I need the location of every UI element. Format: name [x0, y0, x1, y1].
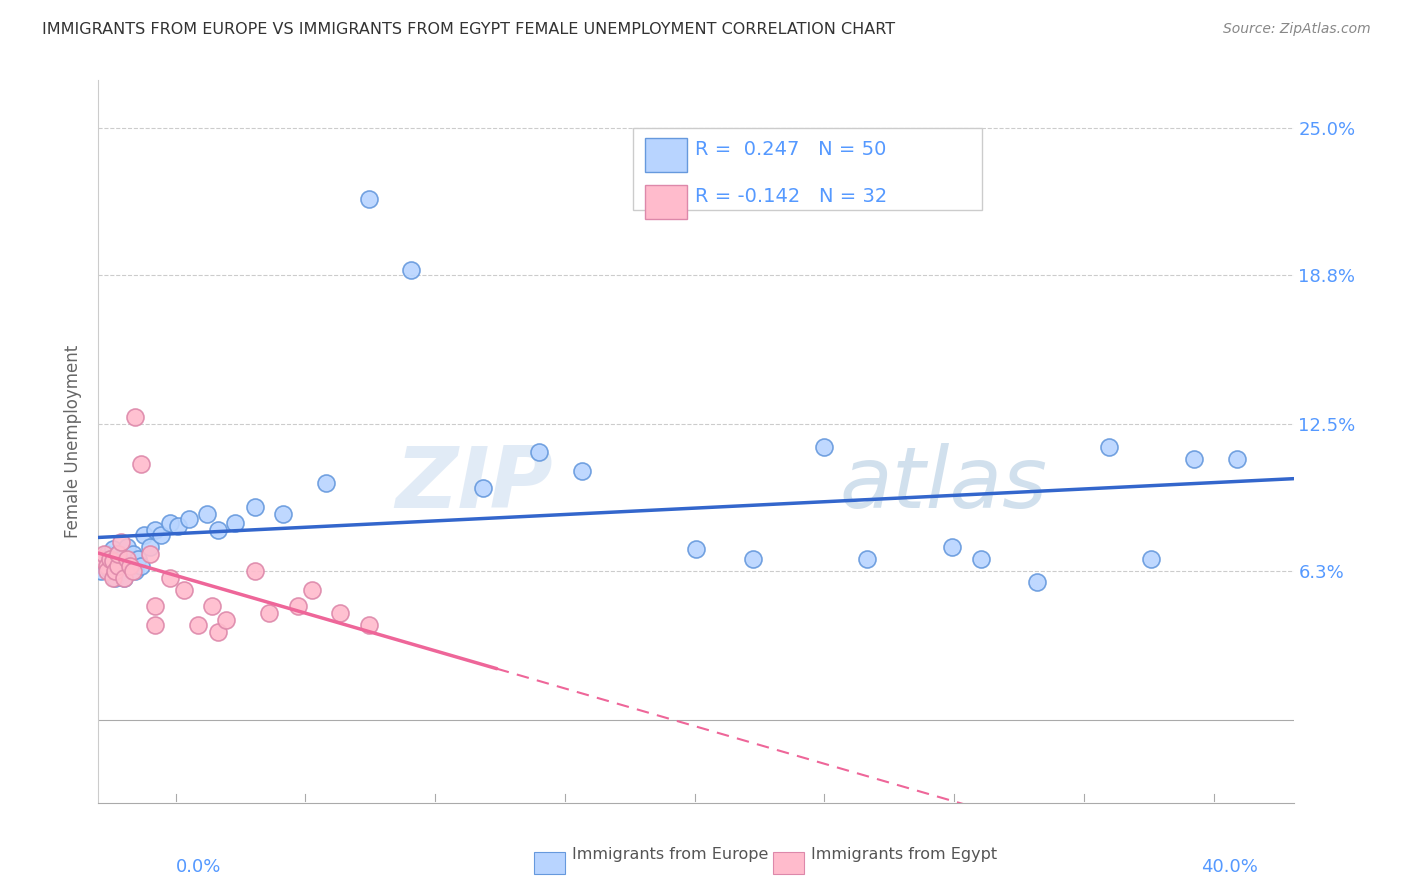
- Point: [101, 571, 124, 585]
- Point: [138, 547, 160, 561]
- Y-axis label: Female Unemployment: Female Unemployment: [63, 345, 82, 538]
- Point: [243, 564, 266, 578]
- Point: [98, 564, 121, 578]
- Point: [257, 607, 280, 621]
- Point: [124, 409, 146, 424]
- Point: [159, 571, 181, 585]
- Point: [129, 457, 152, 471]
- Point: [224, 516, 246, 531]
- Point: [96, 564, 118, 578]
- Point: [1140, 551, 1163, 566]
- Point: [104, 571, 127, 585]
- Point: [207, 524, 229, 538]
- Point: [143, 599, 166, 614]
- Point: [112, 571, 135, 585]
- Point: [115, 551, 138, 566]
- Point: [179, 511, 201, 525]
- Point: [329, 607, 352, 621]
- Point: [115, 540, 138, 554]
- Point: [315, 475, 337, 490]
- Point: [357, 192, 380, 206]
- Point: [143, 524, 166, 538]
- Point: [287, 599, 309, 614]
- Point: [110, 535, 132, 549]
- Point: [207, 625, 229, 640]
- Point: [471, 481, 494, 495]
- Point: [741, 551, 763, 566]
- Point: [104, 564, 127, 578]
- Point: [107, 547, 129, 561]
- Text: R = -0.142   N = 32: R = -0.142 N = 32: [695, 186, 887, 205]
- Point: [90, 564, 112, 578]
- Point: [1226, 452, 1249, 467]
- Point: [401, 262, 423, 277]
- Point: [159, 516, 181, 531]
- Point: [101, 554, 124, 568]
- Point: [1097, 441, 1119, 455]
- Text: R =  0.247   N = 50: R = 0.247 N = 50: [695, 140, 887, 159]
- Point: [112, 571, 135, 585]
- Point: [121, 547, 143, 561]
- Point: [98, 551, 121, 566]
- Point: [571, 464, 593, 478]
- Point: [118, 558, 141, 573]
- Point: [1026, 575, 1049, 590]
- Text: Immigrants from Europe: Immigrants from Europe: [572, 847, 769, 862]
- Point: [243, 500, 266, 514]
- Text: ZIP: ZIP: [395, 443, 553, 526]
- Text: atlas: atlas: [839, 443, 1047, 526]
- Point: [118, 558, 141, 573]
- Point: [273, 507, 295, 521]
- Point: [143, 618, 166, 632]
- Point: [195, 507, 218, 521]
- Point: [685, 542, 707, 557]
- Point: [173, 582, 195, 597]
- Point: [96, 547, 118, 561]
- Point: [101, 554, 124, 568]
- Text: Immigrants from Egypt: Immigrants from Egypt: [811, 847, 997, 862]
- Point: [357, 618, 380, 632]
- Point: [96, 558, 118, 573]
- Point: [124, 564, 146, 578]
- Point: [129, 558, 152, 573]
- Point: [107, 558, 129, 573]
- Point: [167, 518, 190, 533]
- Point: [301, 582, 323, 597]
- Point: [107, 558, 129, 573]
- Point: [96, 558, 118, 573]
- Point: [529, 445, 551, 459]
- Point: [941, 540, 963, 554]
- Point: [93, 547, 115, 561]
- Point: [110, 564, 132, 578]
- Text: IMMIGRANTS FROM EUROPE VS IMMIGRANTS FROM EGYPT FEMALE UNEMPLOYMENT CORRELATION : IMMIGRANTS FROM EUROPE VS IMMIGRANTS FRO…: [42, 22, 896, 37]
- Point: [107, 547, 129, 561]
- Point: [93, 551, 115, 566]
- Point: [813, 441, 835, 455]
- Point: [138, 540, 160, 554]
- Point: [110, 551, 132, 566]
- Point: [115, 554, 138, 568]
- Point: [90, 551, 112, 566]
- Point: [1182, 452, 1205, 467]
- Point: [150, 528, 173, 542]
- Point: [215, 614, 238, 628]
- Point: [132, 528, 155, 542]
- Point: [969, 551, 991, 566]
- Text: 0.0%: 0.0%: [176, 858, 221, 876]
- Point: [855, 551, 877, 566]
- Point: [104, 551, 127, 566]
- Text: 40.0%: 40.0%: [1202, 858, 1258, 876]
- Point: [127, 551, 149, 566]
- Text: Source: ZipAtlas.com: Source: ZipAtlas.com: [1223, 22, 1371, 37]
- Point: [201, 599, 224, 614]
- Point: [121, 564, 143, 578]
- Point: [187, 618, 209, 632]
- Point: [101, 542, 124, 557]
